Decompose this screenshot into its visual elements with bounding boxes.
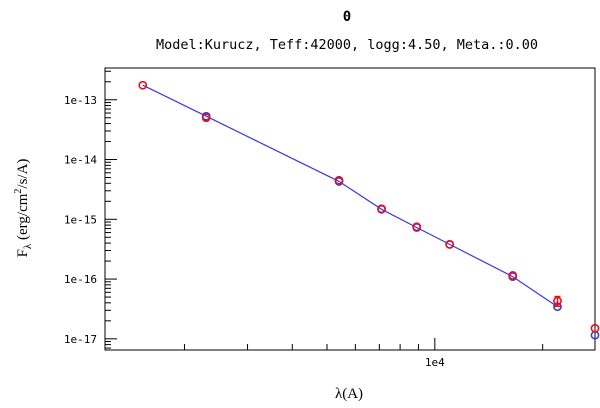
y-tick-label: 1e-14: [64, 154, 97, 167]
observed-point: [412, 222, 422, 232]
model-line: [142, 84, 558, 308]
y-axis-label-units-end: /s/A): [15, 159, 31, 189]
series-layer: [138, 80, 600, 340]
observed-point: [445, 240, 455, 249]
y-axis-label-units: (erg/cm: [15, 193, 31, 243]
y-axis-label-sup: 2: [13, 189, 24, 194]
observed-point: [377, 204, 386, 214]
y-tick-label: 1e-17: [64, 333, 97, 346]
svg-text:Fλ (erg/cm2/s/A): Fλ (erg/cm2/s/A): [13, 159, 34, 258]
y-axis-label-sub: λ: [22, 243, 34, 249]
y-axis-label-main: F: [15, 249, 31, 257]
observed-point: [334, 175, 344, 185]
plot-frame: [104, 67, 596, 351]
observed-point: [508, 271, 518, 280]
chart-title: 0: [343, 9, 351, 25]
observed-point: [201, 113, 211, 123]
observed-point: [138, 80, 148, 90]
observed-point: [590, 323, 600, 333]
y-tick-label: 1e-15: [64, 213, 97, 226]
y-axis-label: Fλ (erg/cm2/s/A): [13, 159, 34, 258]
x-axis-label: λ(A): [335, 386, 363, 402]
chart-subtitle: Model:Kurucz, Teff:42000, logg:4.50, Met…: [156, 37, 538, 53]
axes: 1e-13 1e-14 1e-15 1e-16 1e-17 1e4: [64, 70, 544, 369]
y-tick-label: 1e-16: [64, 273, 97, 286]
observed-point: [553, 296, 562, 306]
y-tick-label: 1e-13: [64, 94, 97, 107]
x-tick-label: 1e4: [425, 356, 445, 369]
